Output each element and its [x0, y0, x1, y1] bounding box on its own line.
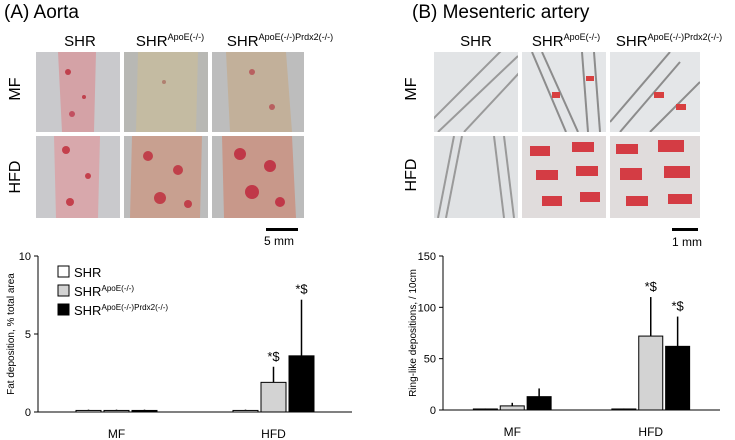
- panel-a-row-label-hfd: HFD: [7, 160, 24, 194]
- panel-b-title: (B) Mesenteric artery: [412, 2, 590, 23]
- aorta-photo-apoe-hfd: [124, 136, 208, 218]
- legend-swatch-2: [57, 303, 70, 316]
- bar-mf-series-0: [472, 408, 498, 411]
- bar-mf-series-2: [131, 409, 158, 413]
- y-tick-label-0: 0: [25, 407, 31, 419]
- mesenteric-photo-shr-hfd: [434, 136, 518, 218]
- aorta-photo-shr-mf: [36, 52, 120, 132]
- mesenteric-photo-apoe-mf: [522, 52, 606, 132]
- x-category-label-hfd: HFD: [638, 425, 663, 439]
- aorta-photo-prdx2-mf: [212, 52, 304, 132]
- mesenteric-photo-prdx2-hfd: [610, 136, 700, 218]
- panel-a-row-label-mf: MF: [7, 77, 24, 101]
- y-tick-label-1: 50: [424, 354, 436, 366]
- legend-label-2: SHRApoE(-/-)Prdx2(-/-): [74, 303, 168, 318]
- x-category-label-hfd: HFD: [261, 427, 286, 440]
- mesenteric-ring-deposition-chart: 0 50 100 150 Ring-like depositions, / 10cm MF…: [408, 251, 720, 439]
- panel-b-scale-bar: [672, 228, 698, 231]
- aorta-photo-shr-hfd: [36, 136, 120, 218]
- legend-swatch-0: [57, 265, 70, 278]
- significance-annotation-0: *$: [267, 349, 280, 364]
- panel-a-scale-bar: [266, 228, 298, 231]
- panel-b-scale-label: 1 mm: [672, 235, 702, 249]
- panel-b-col-label-prdx2: SHRApoE(-/-)Prdx2(-/-): [615, 32, 723, 50]
- mesenteric-photo-prdx2-mf: [610, 52, 700, 132]
- aorta-photo-apoe-mf: [124, 52, 208, 132]
- legend-swatch-1: [57, 284, 70, 297]
- y-tick-label-1: 5: [25, 329, 31, 341]
- significance-annotation-1: *$: [671, 299, 684, 314]
- panel-b-col-label-apoe: SHRApoE(-/-): [531, 32, 601, 50]
- significance-annotation-0: *$: [645, 279, 658, 294]
- bar-hfd-series-2: [288, 355, 315, 413]
- x-category-label-mf: MF: [108, 427, 125, 440]
- panel-a-scale-label: 5 mm: [264, 234, 294, 248]
- y-tick-label-3: 150: [418, 251, 436, 263]
- significance-annotation-1: *$: [295, 282, 308, 297]
- bar-hfd-series-0: [611, 408, 637, 411]
- bar-mf-series-0: [75, 409, 102, 413]
- bar-hfd-series-2: [665, 345, 691, 411]
- panel-a-col-label-apoe: SHRApoE(-/-): [135, 32, 205, 50]
- bar-hfd-series-1: [638, 335, 664, 411]
- panel-a-col-label-prdx2: SHRApoE(-/-)Prdx2(-/-): [226, 32, 334, 50]
- y-tick-label-2: 10: [19, 251, 31, 263]
- bar-mf-series-1: [103, 409, 130, 413]
- panel-a-title: (A) Aorta: [4, 2, 79, 23]
- panel-a-col-label-shr: SHR: [64, 33, 96, 50]
- legend-label-0: SHR: [74, 265, 101, 280]
- y-tick-label-2: 100: [418, 302, 436, 314]
- bar-hfd-series-1: [260, 381, 287, 413]
- y-tick-label-0: 0: [430, 405, 436, 417]
- y-axis-label: Fat deposition, % total area: [6, 273, 17, 395]
- bar-mf-series-1: [499, 405, 525, 411]
- x-category-label-mf: MF: [504, 425, 521, 439]
- panel-b-col-label-shr: SHR: [460, 33, 492, 50]
- y-axis-label: Ring-like depositions, / 10cm: [408, 269, 419, 397]
- aorta-photo-prdx2-hfd: [212, 136, 304, 218]
- bar-mf-series-2: [526, 396, 552, 411]
- panel-b-row-label-hfd: HFD: [403, 158, 420, 192]
- panel-b-row-label-mf: MF: [403, 77, 420, 101]
- mesenteric-photo-shr-mf: [434, 52, 518, 132]
- mesenteric-photo-apoe-hfd: [522, 136, 606, 218]
- bar-hfd-series-0: [232, 409, 259, 413]
- legend-label-1: SHRApoE(-/-): [74, 284, 134, 299]
